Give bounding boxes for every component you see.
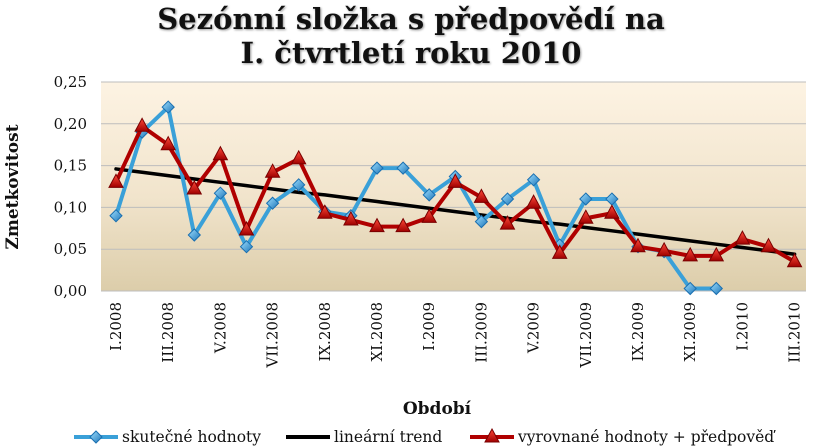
data-point	[264, 163, 281, 178]
y-axis-label: Zmetkovitost	[3, 124, 23, 249]
data-point	[500, 192, 515, 206]
data-point	[186, 179, 203, 195]
data-point	[499, 215, 516, 230]
data-point	[708, 246, 725, 262]
legend-label: lineární trend	[334, 428, 442, 446]
x-tick-label: XI.2009	[681, 302, 699, 362]
x-tick-label: I.2010	[733, 302, 751, 351]
data-point	[447, 173, 464, 188]
data-point	[291, 178, 306, 192]
data-point	[473, 188, 490, 203]
series-0	[109, 100, 724, 296]
data-point	[238, 220, 255, 236]
y-tick-label: 0,20	[54, 115, 87, 133]
legend-item: skutečné hodnoty	[74, 428, 261, 446]
data-point	[760, 237, 777, 253]
data-point	[422, 188, 436, 202]
data-point	[395, 217, 411, 233]
data-point	[525, 194, 542, 209]
data-point	[161, 100, 175, 114]
x-tick-label: III.2010	[786, 302, 804, 363]
data-point	[290, 149, 307, 165]
data-point	[212, 145, 229, 161]
legend-item: lineární trend	[286, 428, 442, 446]
data-point	[526, 173, 541, 187]
data-point	[160, 135, 177, 151]
x-tick-label: VII.2009	[577, 302, 595, 369]
legend: skutečné hodnoty lineární trend vyrovnané …	[74, 427, 776, 446]
data-point	[683, 281, 697, 296]
data-point	[370, 161, 384, 175]
x-tick-label: IX.2008	[316, 302, 334, 362]
data-point	[682, 246, 699, 262]
y-tick-label: 0,25	[54, 73, 87, 91]
chart-title-line-1: Sezónní složka s předpovědí na	[157, 2, 665, 36]
data-point	[604, 204, 620, 219]
data-point	[213, 186, 228, 200]
legend-label: skutečné hodnoty	[122, 428, 261, 446]
data-point	[656, 241, 672, 257]
y-axis-ticks: 0,00 0,05 0,10 0,15 0,20 0,25	[54, 73, 87, 300]
y-tick-label: 0,15	[54, 157, 87, 175]
series-line	[114, 105, 719, 291]
data-point	[734, 230, 751, 245]
data-point	[316, 204, 333, 219]
data-point	[709, 281, 724, 296]
x-axis-label: Období	[403, 399, 472, 419]
x-tick-label: I.2009	[420, 302, 438, 351]
data-point	[630, 237, 646, 253]
series-2	[108, 117, 803, 268]
data-point	[369, 217, 385, 233]
chart-title-line-2: I. čtvrtletí roku 2010	[240, 36, 582, 70]
data-point	[577, 209, 594, 224]
x-axis-ticks: I.2008 III.2008 V.2008 VII.2008 IX.2008 XI.20…	[107, 302, 804, 369]
x-tick-label: IX.2009	[629, 302, 647, 362]
data-point	[239, 239, 254, 254]
gridlines	[101, 81, 806, 292]
data-point	[265, 196, 280, 210]
y-tick-label: 0,10	[54, 198, 87, 216]
data-point	[474, 214, 489, 229]
data-point	[109, 209, 123, 223]
series-layer	[108, 100, 803, 296]
data-point	[579, 192, 593, 206]
x-tick-label: I.2008	[107, 302, 125, 351]
data-point	[396, 161, 410, 175]
legend-label: vyrovnané hodnoty + předpověď	[517, 428, 776, 446]
x-tick-label: III.2008	[159, 302, 177, 363]
data-point	[108, 173, 124, 188]
data-point	[343, 210, 359, 226]
x-tick-label: V.2008	[211, 302, 229, 354]
x-tick-label: VII.2008	[264, 302, 282, 369]
data-point	[134, 117, 150, 132]
x-tick-label: III.2009	[472, 302, 490, 363]
data-point	[551, 244, 568, 259]
data-point	[421, 208, 438, 223]
data-point	[786, 252, 803, 268]
y-tick-label: 0,00	[54, 282, 87, 300]
x-tick-label: XI.2008	[368, 302, 386, 362]
chart-title: Sezónní složka s předpovědí na I. čtvrtl…	[0, 2, 822, 70]
legend-item: vyrovnané hodnoty + předpověď	[470, 427, 776, 446]
data-point	[187, 228, 202, 242]
y-tick-label: 0,05	[54, 240, 87, 258]
x-tick-label: V.2009	[525, 302, 543, 354]
